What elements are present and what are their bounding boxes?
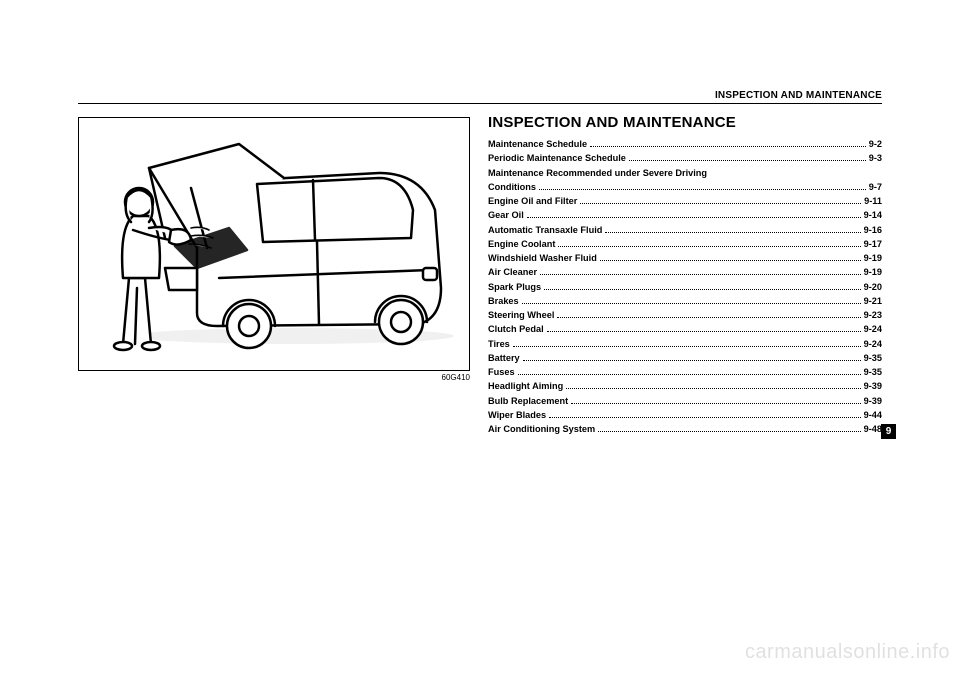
toc-label: Wiper Blades	[488, 408, 546, 422]
toc-leader-dots	[629, 154, 866, 161]
toc-row: Brakes 9-21	[488, 294, 882, 308]
toc-label: Clutch Pedal	[488, 322, 544, 336]
right-column: INSPECTION AND MAINTENANCE Maintenance S…	[488, 108, 882, 436]
toc-page-number: 9-3	[869, 151, 882, 165]
toc-row: Automatic Transaxle Fluid 9-16	[488, 223, 882, 237]
section-tab: 9	[881, 424, 896, 439]
toc-leader-dots	[566, 382, 860, 389]
toc-page-number: 9-19	[864, 265, 882, 279]
toc-page-number: 9-39	[864, 379, 882, 393]
toc-leader-dots	[539, 182, 866, 189]
toc-page-number: 9-21	[864, 294, 882, 308]
toc-leader-dots	[580, 197, 861, 204]
toc-label: Windshield Washer Fluid	[488, 251, 597, 265]
toc-leader-dots	[549, 410, 860, 417]
toc-label: Tires	[488, 337, 510, 351]
toc-row: Bulb Replacement 9-39	[488, 394, 882, 408]
toc-page-number: 9-2	[869, 137, 882, 151]
illustration-caption: 60G410	[78, 373, 470, 382]
toc-leader-dots	[571, 396, 860, 403]
toc-page-number: 9-44	[864, 408, 882, 422]
toc-leader-dots	[600, 254, 861, 261]
toc-leader-dots	[540, 268, 861, 275]
toc-row: Conditions 9-7	[488, 180, 882, 194]
toc-label: Air Cleaner	[488, 265, 537, 279]
toc-page-number: 9-24	[864, 337, 882, 351]
toc-page-number: 9-14	[864, 208, 882, 222]
toc-leader-dots	[544, 282, 861, 289]
toc-leader-dots	[523, 353, 861, 360]
toc-page-number: 9-23	[864, 308, 882, 322]
toc-page-number: 9-35	[864, 351, 882, 365]
toc-label: Spark Plugs	[488, 280, 541, 294]
toc-row: Engine Oil and Filter 9-11	[488, 194, 882, 208]
toc-leader-dots	[598, 425, 860, 432]
toc-page-number: 9-17	[864, 237, 882, 251]
toc-page-number: 9-24	[864, 322, 882, 336]
toc-row: Steering Wheel 9-23	[488, 308, 882, 322]
toc-row: Maintenance Recommended under Severe Dri…	[488, 166, 882, 180]
toc-row: Clutch Pedal 9-24	[488, 322, 882, 336]
toc-row: Headlight Aiming 9-39	[488, 379, 882, 393]
toc-leader-dots	[513, 339, 861, 346]
toc-row: Engine Coolant 9-17	[488, 237, 882, 251]
toc-label: Conditions	[488, 180, 536, 194]
toc-label: Gear Oil	[488, 208, 524, 222]
toc-label: Maintenance Schedule	[488, 137, 587, 151]
watermark-text: carmanualsonline.info	[745, 641, 950, 664]
toc-leader-dots	[605, 225, 860, 232]
toc-leader-dots	[557, 311, 860, 318]
left-column: 60G410	[78, 108, 470, 436]
toc-leader-dots	[558, 239, 860, 246]
toc-leader-dots	[590, 140, 866, 147]
toc-label: Battery	[488, 351, 520, 365]
manual-page: INSPECTION AND MAINTENANCE	[0, 0, 960, 678]
table-of-contents: Maintenance Schedule9-2Periodic Maintena…	[488, 137, 882, 436]
toc-label: Maintenance Recommended under Severe Dri…	[488, 166, 707, 180]
toc-label: Steering Wheel	[488, 308, 554, 322]
toc-page-number: 9-11	[864, 194, 882, 208]
toc-page-number: 9-20	[864, 280, 882, 294]
toc-row: Air Conditioning System 9-48	[488, 422, 882, 436]
section-header-text: INSPECTION AND MAINTENANCE	[715, 90, 882, 101]
page-title: INSPECTION AND MAINTENANCE	[488, 114, 882, 131]
toc-row: Maintenance Schedule 9-2	[488, 137, 882, 151]
toc-page-number: 9-7	[869, 180, 882, 194]
vehicle-illustration	[79, 118, 470, 371]
toc-label: Periodic Maintenance Schedule	[488, 151, 626, 165]
toc-row: Periodic Maintenance Schedule 9-3	[488, 151, 882, 165]
toc-page-number: 9-16	[864, 223, 882, 237]
toc-row: Air Cleaner 9-19	[488, 265, 882, 279]
toc-label: Automatic Transaxle Fluid	[488, 223, 602, 237]
toc-leader-dots	[527, 211, 861, 218]
header-rule	[78, 103, 882, 104]
toc-page-number: 9-35	[864, 365, 882, 379]
toc-row: Gear Oil 9-14	[488, 208, 882, 222]
toc-page-number: 9-19	[864, 251, 882, 265]
toc-leader-dots	[518, 368, 861, 375]
page-header: INSPECTION AND MAINTENANCE	[78, 90, 882, 101]
toc-page-number: 9-48	[864, 422, 882, 436]
toc-label: Bulb Replacement	[488, 394, 568, 408]
toc-leader-dots	[522, 296, 861, 303]
toc-row: Tires 9-24	[488, 337, 882, 351]
toc-row: Fuses 9-35	[488, 365, 882, 379]
toc-row: Windshield Washer Fluid 9-19	[488, 251, 882, 265]
illustration-box	[78, 117, 470, 371]
toc-label: Fuses	[488, 365, 515, 379]
toc-row: Battery 9-35	[488, 351, 882, 365]
toc-label: Air Conditioning System	[488, 422, 595, 436]
toc-row: Wiper Blades 9-44	[488, 408, 882, 422]
toc-label: Brakes	[488, 294, 519, 308]
toc-label: Engine Coolant	[488, 237, 555, 251]
toc-label: Engine Oil and Filter	[488, 194, 577, 208]
toc-leader-dots	[547, 325, 861, 332]
toc-page-number: 9-39	[864, 394, 882, 408]
toc-row: Spark Plugs 9-20	[488, 280, 882, 294]
toc-label: Headlight Aiming	[488, 379, 563, 393]
content-columns: 60G410 INSPECTION AND MAINTENANCE Mainte…	[78, 108, 882, 436]
